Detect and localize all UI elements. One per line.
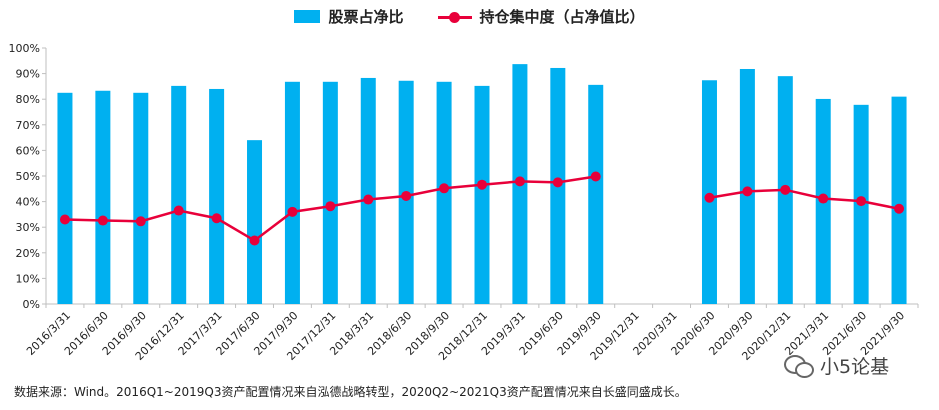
bar [474, 85, 490, 304]
line-point [590, 171, 601, 182]
y-tick-label: 20% [16, 247, 40, 260]
bar [133, 92, 149, 304]
y-tick-label: 50% [16, 170, 40, 183]
line-point [363, 194, 374, 205]
line-point [552, 177, 563, 188]
y-tick-label: 40% [16, 196, 40, 209]
line-point [780, 184, 791, 195]
y-tick-label: 60% [16, 144, 40, 157]
watermark-text: 小5论基 [820, 356, 890, 378]
line-point [325, 201, 336, 212]
line-point [287, 206, 298, 217]
y-tick-label: 90% [16, 68, 40, 81]
bar [701, 80, 717, 304]
line-point [211, 213, 222, 224]
legend-bar-label: 股票占净比 [328, 8, 404, 26]
bar [284, 81, 300, 305]
bar [891, 96, 907, 304]
y-tick-label: 30% [16, 221, 40, 234]
line-point [742, 186, 753, 197]
line-point [401, 190, 412, 201]
watermark: 小5论基 [784, 352, 889, 379]
y-tick-label: 70% [16, 119, 40, 132]
bar [322, 81, 338, 305]
chart-legend: 股票占净比 持仓集中度（占净值比） [0, 6, 939, 27]
legend-bar-swatch [294, 10, 321, 23]
line-point [135, 216, 146, 227]
line-point [97, 215, 108, 226]
line-point [818, 193, 829, 204]
y-tick-label: 80% [16, 93, 40, 106]
line-point [249, 235, 260, 246]
line-series [709, 188, 900, 210]
bar [95, 90, 111, 304]
bar [247, 140, 263, 304]
line-point [894, 203, 905, 214]
legend-line-label: 持仓集中度（占净值比） [479, 8, 645, 26]
line-point [856, 196, 867, 207]
source-note: 数据来源：Wind。2016Q1~2019Q3资产配置情况来自泓德战略转型，20… [14, 385, 687, 399]
line-point [59, 214, 70, 225]
bar [360, 77, 376, 305]
legend-line-swatch [437, 10, 472, 24]
line-point [514, 176, 525, 187]
bar [588, 84, 604, 304]
bar [171, 85, 187, 304]
y-tick-label: 100% [9, 42, 40, 55]
legend-item-line: 持仓集中度（占净值比） [437, 6, 645, 27]
wechat-icon [784, 353, 814, 379]
bar [57, 92, 73, 304]
line-point [704, 192, 715, 203]
bar [209, 88, 225, 305]
legend-item-bar: 股票占净比 [294, 6, 404, 27]
line-point [439, 183, 450, 194]
y-tick-label: 10% [16, 272, 40, 285]
line-point [173, 205, 184, 216]
line-point [477, 179, 487, 190]
y-tick-label: 0% [23, 298, 40, 311]
